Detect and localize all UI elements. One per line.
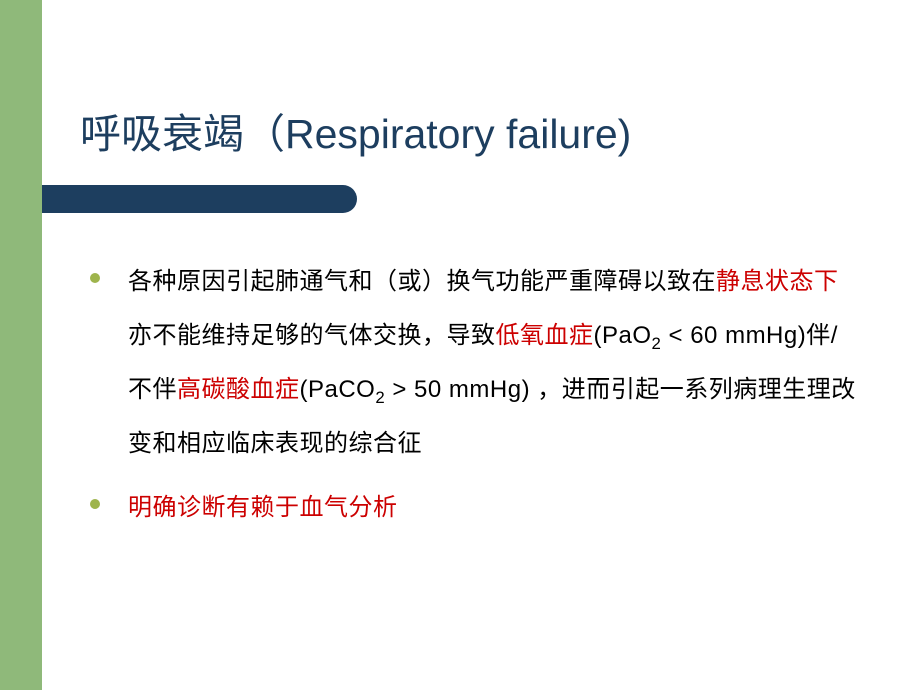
emphasis-text: 高碳酸血症 bbox=[177, 376, 300, 403]
emphasis-text: 低氧血症 bbox=[496, 322, 594, 349]
body-text: 2 bbox=[375, 388, 385, 407]
bullet-text: 各种原因引起肺通气和（或）换气功能严重障碍以致在静息状态下亦不能维持足够的气体交… bbox=[128, 255, 860, 471]
bullet-item: 各种原因引起肺通气和（或）换气功能严重障碍以致在静息状态下亦不能维持足够的气体交… bbox=[90, 255, 860, 471]
emphasis-text: 静息状态下 bbox=[716, 268, 839, 295]
body-text: (PaO bbox=[594, 322, 652, 349]
bullet-dot-icon bbox=[90, 273, 100, 283]
slide-title: 呼吸衰竭（Respiratory failure) bbox=[80, 100, 880, 160]
emphasis-text: 明确诊断有赖于血气分析 bbox=[128, 494, 398, 521]
title-underline-bar bbox=[42, 185, 357, 213]
bullet-dot-icon bbox=[90, 499, 100, 509]
title-underline-track bbox=[0, 185, 920, 213]
body-text: 2 bbox=[652, 334, 662, 353]
bullet-text: 明确诊断有赖于血气分析 bbox=[128, 481, 860, 535]
content-area: 各种原因引起肺通气和（或）换气功能严重障碍以致在静息状态下亦不能维持足够的气体交… bbox=[90, 255, 860, 545]
body-text: 各种原因引起肺通气和（或）换气功能严重障碍以致在 bbox=[128, 268, 716, 295]
title-area: 呼吸衰竭（Respiratory failure) bbox=[80, 100, 880, 160]
bullet-item: 明确诊断有赖于血气分析 bbox=[90, 481, 860, 535]
body-text: 亦不能维持足够的气体交换，导致 bbox=[128, 322, 496, 349]
left-accent-bar bbox=[0, 0, 42, 690]
body-text: (PaCO bbox=[300, 376, 376, 403]
